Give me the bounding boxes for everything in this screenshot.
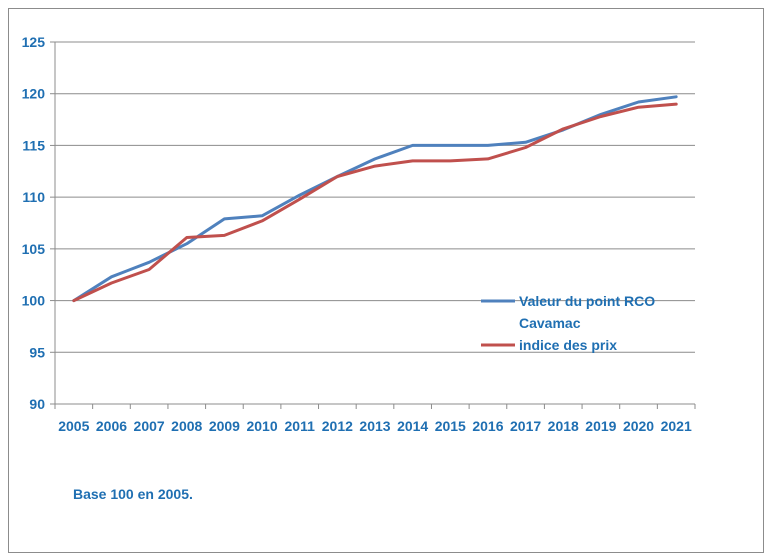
x-tick-label: 2014 — [397, 418, 428, 434]
x-tick-label: 2005 — [58, 418, 89, 434]
x-tick-label: 2013 — [359, 418, 390, 434]
series-line-1 — [72, 95, 678, 303]
x-tick-label: 2008 — [171, 418, 202, 434]
y-tick-label: 95 — [29, 344, 45, 360]
x-tick-label: 2011 — [285, 418, 316, 434]
series-line-2 — [72, 102, 678, 303]
chart-frame: 90 95 100 105 110 115 120 125 2005 2006 2007 2008 2… — [8, 8, 764, 553]
legend-label-2: indice des prix — [519, 337, 617, 353]
x-tick-label: 2020 — [623, 418, 654, 434]
y-tick-label: 115 — [22, 137, 45, 153]
y-tick-label: 90 — [29, 396, 45, 412]
y-tick-label: 105 — [22, 241, 46, 257]
x-tick-label: 2019 — [585, 418, 616, 434]
x-tick-label: 2017 — [510, 418, 541, 434]
legend-label-1: Cavamac — [519, 315, 581, 331]
axes — [50, 41, 696, 409]
x-tick-label: 2018 — [548, 418, 579, 434]
legend: Valeur du point RCO Cavamac indice des pri… — [481, 293, 655, 353]
gridlines — [55, 41, 695, 353]
x-tick-label: 2012 — [322, 418, 353, 434]
y-tick-labels: 90 95 100 105 110 115 120 125 — [22, 34, 46, 412]
x-tick-label: 2021 — [661, 418, 692, 434]
x-tick-label: 2009 — [209, 418, 240, 434]
x-tick-labels: 2005 2006 2007 2008 2009 2010 2011 2012 2013 2014… — [58, 418, 692, 434]
y-tick-label: 120 — [22, 86, 46, 102]
x-tick-label: 2006 — [96, 418, 127, 434]
x-tick-label: 2010 — [246, 418, 277, 434]
x-tick-label: 2016 — [472, 418, 503, 434]
legend-label-1: Valeur du point RCO — [519, 293, 655, 309]
footnote: Base 100 en 2005. — [73, 486, 193, 502]
y-tick-label: 100 — [22, 293, 46, 309]
series-lines — [72, 95, 678, 303]
y-tick-label: 125 — [22, 34, 46, 50]
x-tick-label: 2007 — [134, 418, 165, 434]
y-tick-label: 110 — [22, 189, 45, 205]
x-tick-label: 2015 — [435, 418, 466, 434]
